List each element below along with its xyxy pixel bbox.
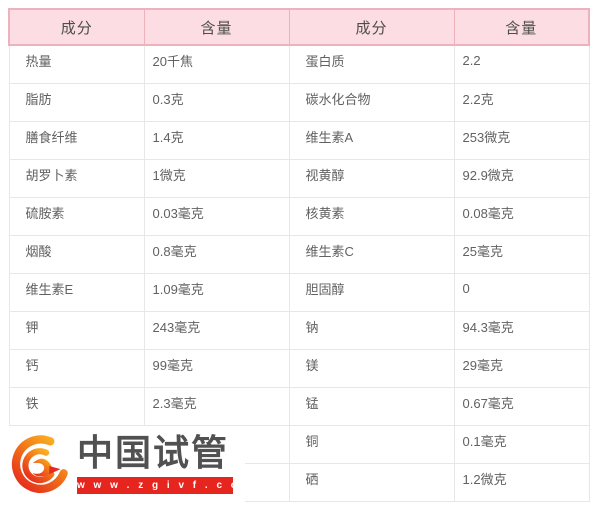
table-row: 热量 20千焦 蛋白质 2.2 <box>8 44 590 84</box>
ingredient-cell: 铜 <box>288 424 455 464</box>
amount-cell: 0.3克 <box>143 82 290 122</box>
ingredient-cell: 核黄素 <box>288 196 455 236</box>
table-body: 热量 20千焦 蛋白质 2.2 脂肪 0.3克 碳水化合物 2.2克 膳食纤维 1.4克 维生素A 2… <box>8 44 590 502</box>
ingredient-cell: 维生素A <box>288 120 455 160</box>
amount-cell: 25毫克 <box>453 234 590 274</box>
ingredient-cell: 视黄醇 <box>288 158 455 198</box>
table-row: 脂肪 0.3克 碳水化合物 2.2克 <box>8 82 590 122</box>
table-row: 钾 243毫克钠 94.3毫克 <box>8 310 590 350</box>
amount-cell: 0.8毫克 <box>143 234 290 274</box>
amount-cell: 0.08毫克 <box>453 196 590 236</box>
ingredient-cell: 维生素E <box>8 272 145 312</box>
amount-cell: 0.03毫克 <box>143 196 290 236</box>
ingredient-cell: 维生素C <box>288 234 455 274</box>
phoenix-icon <box>11 435 68 493</box>
amount-cell: 20千焦 <box>143 44 290 84</box>
amount-cell: 94.3毫克 <box>453 310 590 350</box>
amount-cell: 0.67毫克 <box>453 386 590 426</box>
ingredient-cell: 硒 <box>288 462 455 502</box>
table-row: 钙 99毫克镁 29毫克 <box>8 348 590 388</box>
table-header-row: 成分 含量 成分 含量 <box>8 8 590 46</box>
ingredient-cell: 硫胺素 <box>8 196 145 236</box>
ingredient-cell: 烟酸 <box>8 234 145 274</box>
amount-cell: 29毫克 <box>453 348 590 388</box>
table-row: 维生素E 1.09毫克 胆固醇 0 <box>8 272 590 312</box>
table-row: 铁 2.3毫克锰 0.67毫克 <box>8 386 590 426</box>
header-amount-right: 含量 <box>453 8 590 46</box>
ingredient-cell: 钠 <box>288 310 455 350</box>
nutrition-table: 成分 含量 成分 含量 热量 20千焦 蛋白质 2.2 脂肪 0.3克 碳水化合物 2.2克膳… <box>8 8 590 502</box>
amount-cell: 1微克 <box>143 158 290 198</box>
amount-cell: 0 <box>453 272 590 312</box>
amount-cell: 1.2微克 <box>453 462 590 502</box>
amount-cell: 2.2 <box>453 44 590 84</box>
amount-cell: 2.3毫克 <box>143 386 290 426</box>
ingredient-cell: 碳水化合物 <box>288 82 455 122</box>
table-row: 烟酸 0.8毫克 维生素C 25毫克 <box>8 234 590 274</box>
ingredient-cell: 胆固醇 <box>288 272 455 312</box>
amount-cell: 2.2克 <box>453 82 590 122</box>
amount-cell: 243毫克 <box>143 310 290 350</box>
amount-cell: 92.9微克 <box>453 158 590 198</box>
brand-text-block: 中国试管 w w w . z g i v f . c o m <box>77 432 255 494</box>
ingredient-cell: 钙 <box>8 348 145 388</box>
table-row: 膳食纤维 1.4克 维生素A 253微克 <box>8 120 590 160</box>
ingredient-cell: 膳食纤维 <box>8 120 145 160</box>
amount-cell: 0.1毫克 <box>453 424 590 464</box>
ingredient-cell: 蛋白质 <box>288 44 455 84</box>
ingredient-cell: 锰 <box>288 386 455 426</box>
ingredient-cell: 钾 <box>8 310 145 350</box>
header-ingredient-right: 成分 <box>288 8 455 46</box>
table-row: 硫胺素 0.03毫克 核黄素 0.08毫克 <box>8 196 590 236</box>
ingredient-cell: 铁 <box>8 386 145 426</box>
ingredient-cell: 热量 <box>8 44 145 84</box>
table-row: 胡罗卜素 1微克 视黄醇 92.9微克 <box>8 158 590 198</box>
ingredient-cell: 胡罗卜素 <box>8 158 145 198</box>
ingredient-cell: 脂肪 <box>8 82 145 122</box>
amount-cell: 253微克 <box>453 120 590 160</box>
header-amount-left: 含量 <box>143 8 290 46</box>
ingredient-cell: 镁 <box>288 348 455 388</box>
amount-cell: 99毫克 <box>143 348 290 388</box>
header-ingredient-left: 成分 <box>8 8 145 46</box>
brand-url-bar: w w w . z g i v f . c o m <box>77 477 255 494</box>
brand-name: 中国试管 <box>77 433 230 473</box>
amount-cell: 1.09毫克 <box>143 272 290 312</box>
amount-cell: 1.4克 <box>143 120 290 160</box>
brand-logo: 中国试管 w w w . z g i v f . c o m <box>9 426 255 503</box>
